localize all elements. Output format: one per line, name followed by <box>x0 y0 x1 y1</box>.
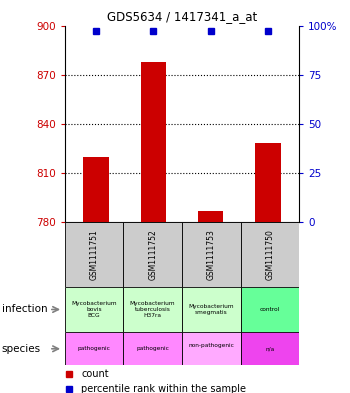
Text: n/a: n/a <box>265 346 274 351</box>
Bar <box>65 332 123 365</box>
Text: control: control <box>260 307 280 312</box>
Bar <box>241 332 299 365</box>
Text: pathogenic: pathogenic <box>78 346 111 351</box>
Bar <box>241 287 299 332</box>
Title: GDS5634 / 1417341_a_at: GDS5634 / 1417341_a_at <box>107 10 257 23</box>
Text: GSM1111752: GSM1111752 <box>148 229 157 280</box>
Bar <box>241 222 299 287</box>
Text: count: count <box>81 369 109 378</box>
Text: non-pathogenic: non-pathogenic <box>188 343 234 354</box>
Text: percentile rank within the sample: percentile rank within the sample <box>81 384 246 393</box>
Text: species: species <box>2 344 41 354</box>
Bar <box>65 222 123 287</box>
Text: GSM1111753: GSM1111753 <box>207 229 216 280</box>
Text: infection: infection <box>2 305 47 314</box>
Bar <box>182 332 241 365</box>
Text: Mycobacterium
bovis
BCG: Mycobacterium bovis BCG <box>71 301 117 318</box>
Bar <box>141 62 166 222</box>
Bar <box>182 287 241 332</box>
Bar <box>65 287 123 332</box>
Bar <box>123 287 182 332</box>
Text: Mycobacterium
smegmatis: Mycobacterium smegmatis <box>189 304 234 315</box>
Text: GSM1111750: GSM1111750 <box>265 229 274 280</box>
Text: Mycobacterium
tuberculosis
H37ra: Mycobacterium tuberculosis H37ra <box>130 301 175 318</box>
Bar <box>255 143 281 222</box>
Text: pathogenic: pathogenic <box>136 346 169 351</box>
Bar <box>123 332 182 365</box>
Bar <box>123 222 182 287</box>
Bar <box>182 222 241 287</box>
Bar <box>198 211 223 222</box>
Bar <box>83 156 109 222</box>
Text: GSM1111751: GSM1111751 <box>90 229 99 280</box>
